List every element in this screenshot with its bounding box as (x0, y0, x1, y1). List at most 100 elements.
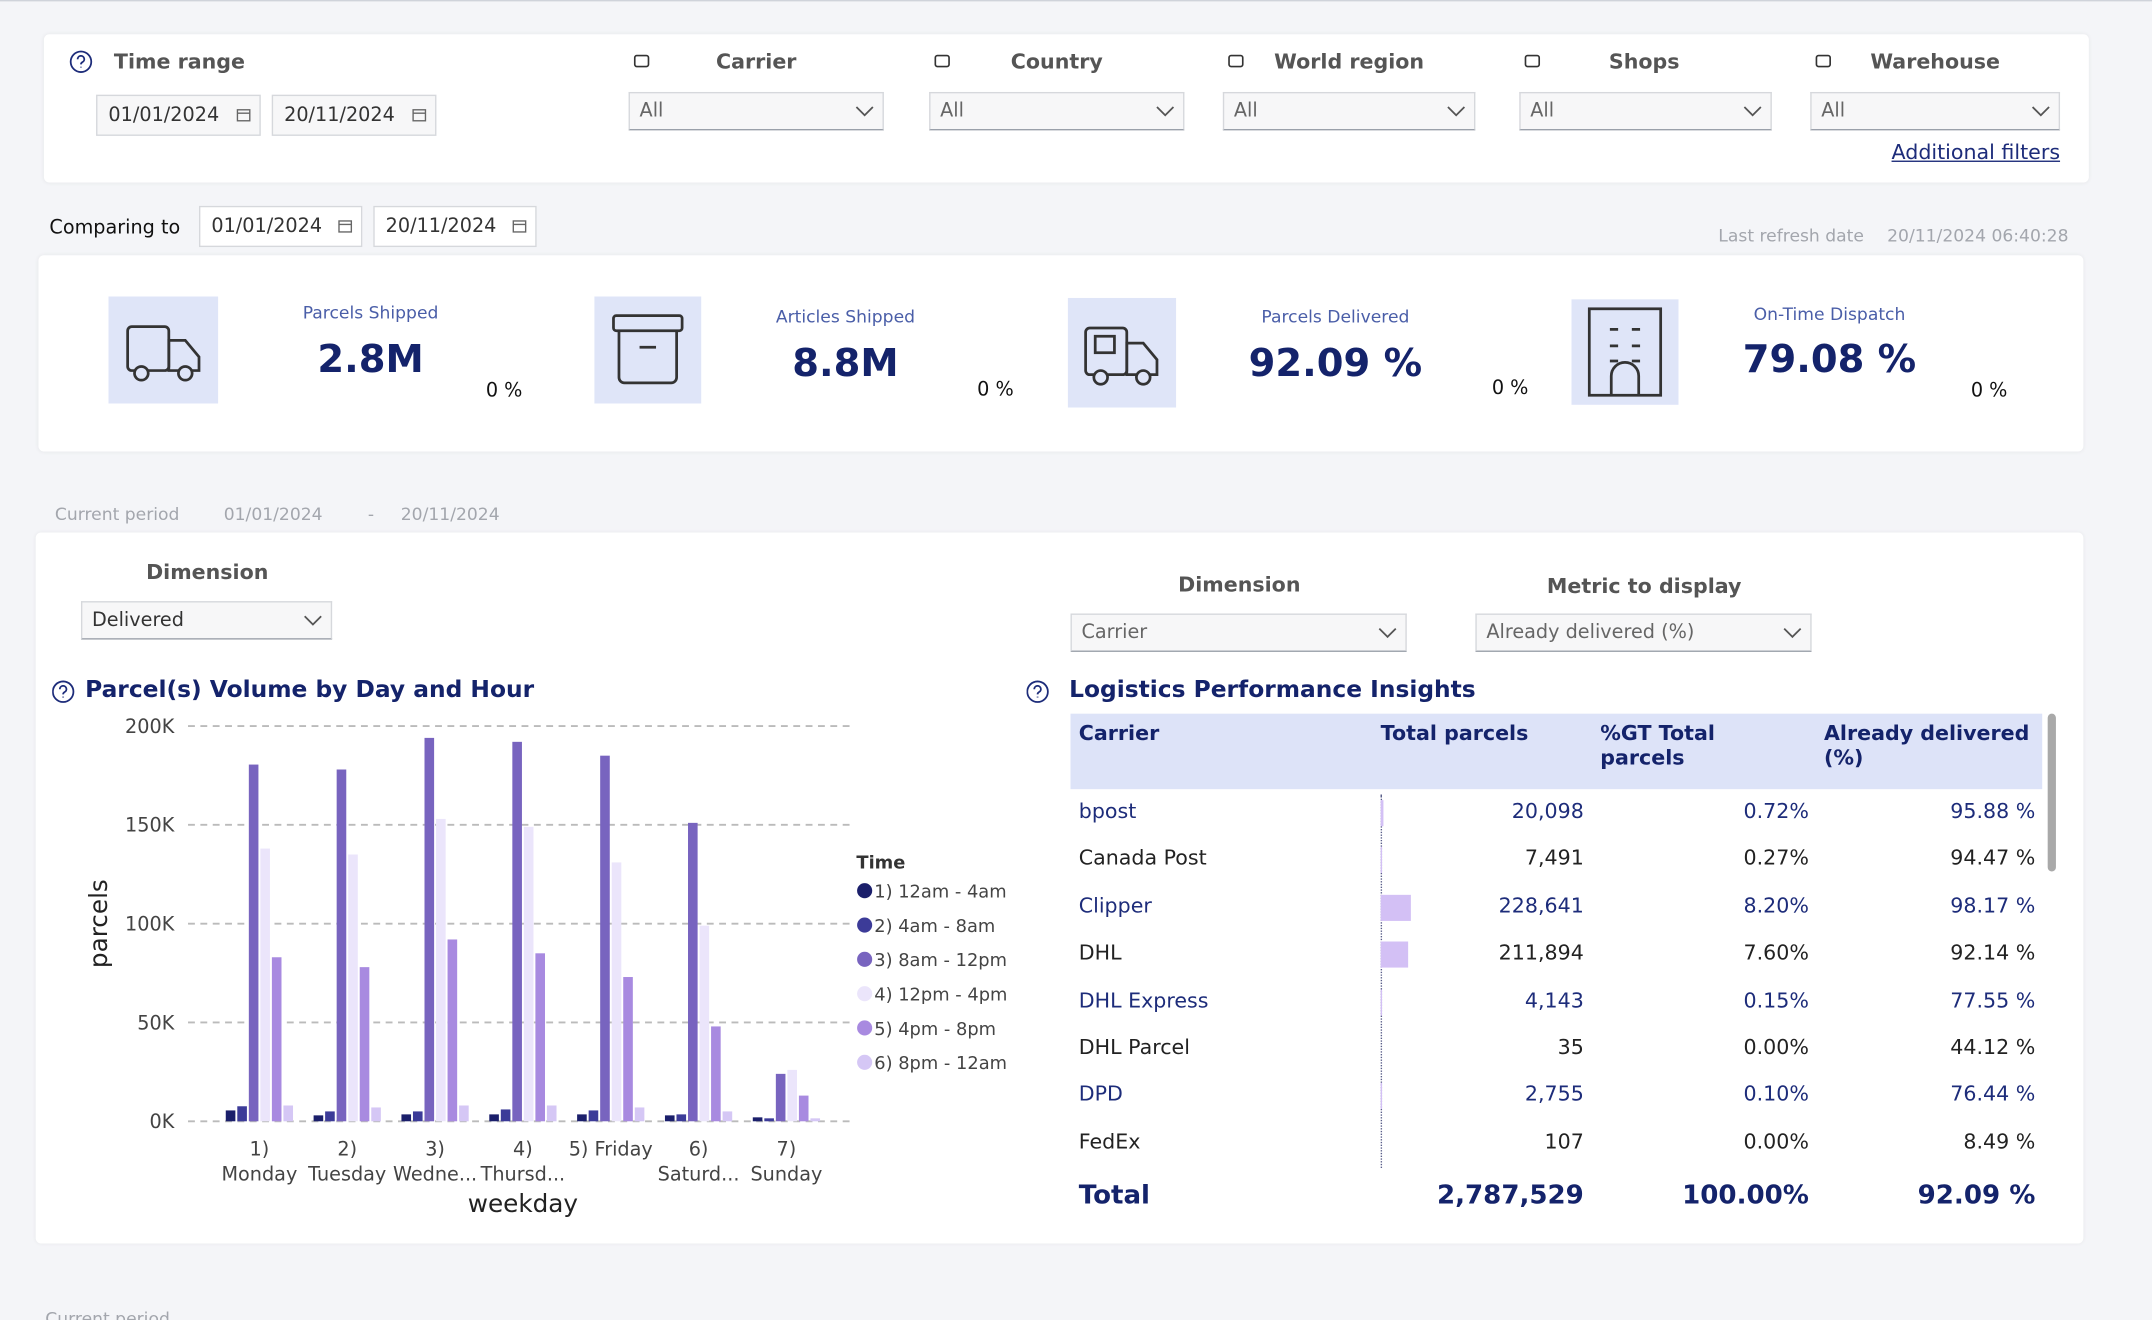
chevron (1743, 106, 1762, 118)
bar (501, 1109, 511, 1121)
bar (360, 967, 370, 1121)
icon-shape (635, 56, 649, 67)
bar (413, 1111, 423, 1121)
bar (337, 770, 347, 1122)
carrier-name: Canada Post (1079, 846, 1207, 871)
carrier-name: FedEx (1079, 1129, 1141, 1154)
bar (700, 926, 710, 1122)
help-icon[interactable] (1027, 679, 1052, 704)
kpi-label: On-Time Dispatch (1754, 303, 1906, 324)
building-icon (1571, 299, 1678, 405)
scrollbar[interactable] (2048, 714, 2056, 872)
bar (314, 1115, 324, 1121)
chevron-line (1744, 107, 1760, 115)
carrier-name[interactable]: DHL Express (1079, 988, 1209, 1013)
x-tick-label: 7) Sunday (742, 1138, 830, 1187)
bar (810, 1118, 820, 1121)
bar (711, 1026, 721, 1121)
bar (547, 1105, 557, 1121)
chevron (1378, 627, 1397, 639)
gt-percent: 0.72% (1743, 799, 1808, 824)
filter-label: Carrier (716, 49, 796, 74)
total-bar (1381, 989, 1382, 1015)
dropdown[interactable]: All (929, 92, 1184, 130)
total-parcels: 211,894 (1499, 940, 1584, 965)
bar (524, 827, 534, 1121)
total-parcels: 228,641 (1499, 893, 1584, 918)
chevron-line (1379, 629, 1395, 637)
delivered-percent: 44.12 % (1950, 1035, 2035, 1060)
table-title: Logistics Performance Insights (1069, 677, 1476, 704)
total-bar (1381, 942, 1409, 968)
legend-label: 6) 8pm - 12am (874, 1053, 1007, 1074)
chart: 0K50K100K150K200KparcelsweekdayTime1) 12… (0, 1, 1043, 1236)
column-header: Already delivered (%) (1824, 721, 2044, 770)
bar (787, 1070, 797, 1121)
dropdown[interactable]: All (1223, 92, 1476, 130)
dropdown[interactable]: Already delivered (%) (1475, 613, 1811, 651)
x-tick-label: 6) Saturd... (655, 1138, 743, 1187)
bar (226, 1110, 236, 1121)
carrier-name[interactable]: bpost (1079, 799, 1137, 824)
chevron (2031, 106, 2050, 118)
bar (577, 1114, 587, 1121)
dropdown-value: All (1234, 100, 1258, 122)
bar (272, 957, 282, 1121)
total-label: Total (1079, 1180, 1150, 1210)
carrier-name[interactable]: DPD (1079, 1082, 1123, 1107)
footer-label: Current period (45, 1308, 170, 1320)
bar (535, 953, 545, 1121)
total-parcels: 2,755 (1525, 1082, 1584, 1107)
filter-label: World region (1274, 49, 1424, 74)
filter-label: Country (1011, 49, 1103, 74)
bar (436, 819, 446, 1121)
kpi-change: 0 % (486, 380, 523, 402)
delivered-percent: 94.47 % (1950, 846, 2035, 871)
x-tick-label: 1) Monday (215, 1138, 303, 1187)
legend-title: Time (856, 853, 905, 874)
total-value: 92.09 % (1918, 1180, 2036, 1210)
total-parcels: 107 (1544, 1129, 1583, 1154)
bar (424, 738, 434, 1121)
kpi-value: 2.8M (317, 336, 423, 381)
delivered-percent: 98.17 % (1950, 893, 2035, 918)
kpi-label: Parcels Shipped (303, 302, 439, 323)
additional-filters-link[interactable]: Additional filters (1892, 140, 2061, 165)
chevron (855, 106, 874, 118)
bar (776, 1074, 786, 1121)
dropdown-value: All (1821, 100, 1845, 122)
filter-icon (633, 52, 652, 71)
dropdown-value: Carrier (1081, 622, 1147, 644)
bar (665, 1115, 675, 1121)
x-tick-label: 2) Tuesday (303, 1138, 391, 1187)
carrier-name: DHL (1079, 940, 1122, 965)
bar (623, 977, 633, 1121)
filter-label: Warehouse (1870, 49, 2000, 74)
legend-marker (857, 986, 872, 1001)
legend-marker (857, 883, 872, 898)
total-value: 2,787,529 (1437, 1180, 1584, 1210)
filter-icon (1523, 52, 1542, 71)
bar (348, 854, 358, 1121)
kpi-change: 0 % (977, 379, 1014, 401)
dropdown-value: All (1530, 100, 1554, 122)
carrier-name[interactable]: Clipper (1079, 893, 1152, 918)
x-tick-label: 3) Wedne... (391, 1138, 479, 1187)
dropdown[interactable]: Carrier (1071, 613, 1407, 651)
dropdown[interactable]: All (1810, 92, 2060, 130)
dropdown[interactable]: All (629, 92, 884, 130)
kpi-value: 92.09 % (1249, 340, 1422, 385)
delivery-icon (1068, 298, 1176, 408)
kpi-change: 0 % (1971, 380, 2008, 402)
column-header: %GT Total parcels (1600, 721, 1806, 770)
dropdown[interactable]: All (1519, 92, 1772, 130)
legend-label: 4) 12pm - 4pm (874, 985, 1007, 1006)
kpi-value: 79.08 % (1743, 336, 1916, 381)
bar (459, 1105, 469, 1121)
bar (249, 765, 259, 1122)
control-label: Dimension (1178, 572, 1300, 597)
bar (512, 742, 522, 1121)
bar (489, 1114, 499, 1121)
